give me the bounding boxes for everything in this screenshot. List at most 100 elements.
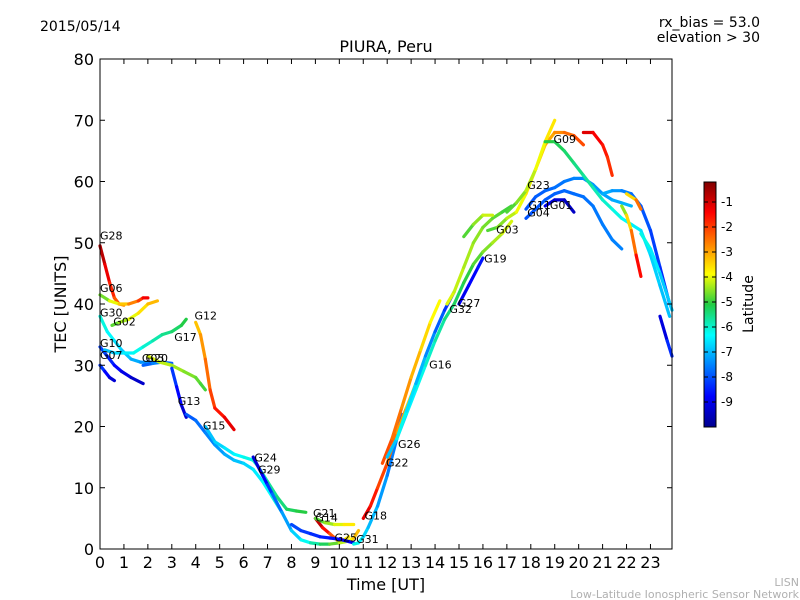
label-G09: G09 xyxy=(554,133,577,146)
x-tick-label: 13 xyxy=(401,553,421,572)
series-G32 xyxy=(445,204,514,306)
colorbar-tick-label: -6 xyxy=(721,320,733,334)
segment-G04 xyxy=(553,189,566,196)
segment-G28 xyxy=(98,244,107,266)
label-G19: G19 xyxy=(484,252,507,265)
segment-G01 xyxy=(543,198,557,208)
x-tick-label: 1 xyxy=(119,553,129,572)
segment-G25 xyxy=(337,537,351,544)
series-G05 xyxy=(103,317,188,355)
label-G27: G27 xyxy=(458,297,481,310)
segment-G23 xyxy=(514,189,528,205)
segment-G11 xyxy=(591,183,605,196)
segment-G04 xyxy=(572,192,586,199)
chart-title: PIURA, Peru xyxy=(339,37,432,56)
colorbar-tick-label: -4 xyxy=(721,270,733,284)
x-tick-label: 12 xyxy=(377,553,397,572)
series-G14 xyxy=(313,516,356,527)
segment-G25 xyxy=(347,539,356,545)
series-G10b xyxy=(658,314,674,358)
segment-G22 xyxy=(428,299,442,324)
elevation-label: elevation > 30 xyxy=(657,30,760,46)
segment-G24 xyxy=(222,446,236,456)
segment-G11 xyxy=(553,179,566,190)
segment-G01 xyxy=(562,198,576,214)
segment-G04 xyxy=(600,222,614,242)
label-G31: G31 xyxy=(356,533,379,546)
segment-G07 xyxy=(107,375,117,383)
segment-G30 xyxy=(129,357,143,364)
y-tick-label: 40 xyxy=(74,295,94,314)
segment-G12 xyxy=(198,333,207,361)
segment-G17b xyxy=(639,204,653,233)
segment-G22 xyxy=(419,320,432,352)
x-tick-label: 9 xyxy=(310,553,320,572)
y-tick-label: 50 xyxy=(74,234,94,253)
segment-G02 xyxy=(146,299,159,306)
segment-G24 xyxy=(285,507,298,513)
x-tick-label: 20 xyxy=(568,553,588,572)
segment-G10b xyxy=(658,314,669,343)
segment-G32 xyxy=(490,210,504,220)
segment-G14 xyxy=(323,521,337,527)
series-G29 xyxy=(251,455,361,546)
label-G16: G16 xyxy=(429,358,452,371)
rx-bias-label: rx_bias = 53.0 xyxy=(659,15,760,31)
segment-G04 xyxy=(591,204,605,226)
segment-G11 xyxy=(524,195,538,211)
segment-G09 xyxy=(648,253,662,288)
segment-G29 xyxy=(261,473,270,487)
segment-G03 xyxy=(495,216,509,229)
y-axis: 0 10 20 30 40 50 60 70 80 xyxy=(74,50,672,559)
segment-G03 xyxy=(562,130,576,138)
x-tick-label: 10 xyxy=(329,553,349,572)
x-tick-label: 7 xyxy=(262,553,272,572)
x-tick-label: 5 xyxy=(215,553,225,572)
x-tick-label: 15 xyxy=(449,553,469,572)
colorbar-tick-label: -3 xyxy=(721,245,733,259)
y-tick-label: 70 xyxy=(74,111,94,130)
segment-G29 xyxy=(309,541,322,546)
segment-G04 xyxy=(610,238,624,251)
label-G22: G22 xyxy=(386,456,409,469)
segment-G09 xyxy=(610,207,624,220)
segment-G09 xyxy=(591,186,605,202)
segment-G09 xyxy=(629,222,643,233)
segment-G26 xyxy=(490,232,504,245)
segment-G15 xyxy=(213,443,227,456)
x-tick-label: 3 xyxy=(167,553,177,572)
colorbar-tick-label: -9 xyxy=(721,395,733,409)
segment-G12 xyxy=(203,357,212,392)
series-G13 xyxy=(170,366,188,419)
segment-G29 xyxy=(280,510,294,533)
segment-G08 xyxy=(605,155,614,177)
segment-G26 xyxy=(500,219,514,236)
segment-G15b xyxy=(634,198,643,211)
segment-G32 xyxy=(445,290,456,306)
segment-G23 xyxy=(524,167,538,193)
segment-G04 xyxy=(524,207,538,220)
segment-G26 xyxy=(443,302,456,321)
segment-G05 xyxy=(131,345,145,355)
segment-G14 xyxy=(313,516,327,525)
segment-G29 xyxy=(289,528,303,542)
segment-G17 xyxy=(182,369,198,380)
segment-G11 xyxy=(533,189,547,199)
label-G02: G02 xyxy=(113,315,136,328)
label-G13: G13 xyxy=(178,395,201,408)
segment-G26 xyxy=(414,363,428,392)
label-G23: G23 xyxy=(527,179,550,192)
x-tick-label: 19 xyxy=(545,553,565,572)
segment-G06 xyxy=(98,293,112,303)
y-tick-label: 30 xyxy=(74,356,94,375)
segment-G05 xyxy=(160,330,174,337)
segment-G13 xyxy=(175,385,183,407)
segment-G13b xyxy=(648,247,662,275)
segment-G24 xyxy=(242,455,255,462)
segment-G12b xyxy=(620,204,629,217)
y-tick-label: 0 xyxy=(84,540,94,559)
x-tick-label: 23 xyxy=(640,553,660,572)
colorbar xyxy=(703,181,717,428)
segment-G05 xyxy=(170,323,183,334)
segment-G08 xyxy=(600,143,610,159)
